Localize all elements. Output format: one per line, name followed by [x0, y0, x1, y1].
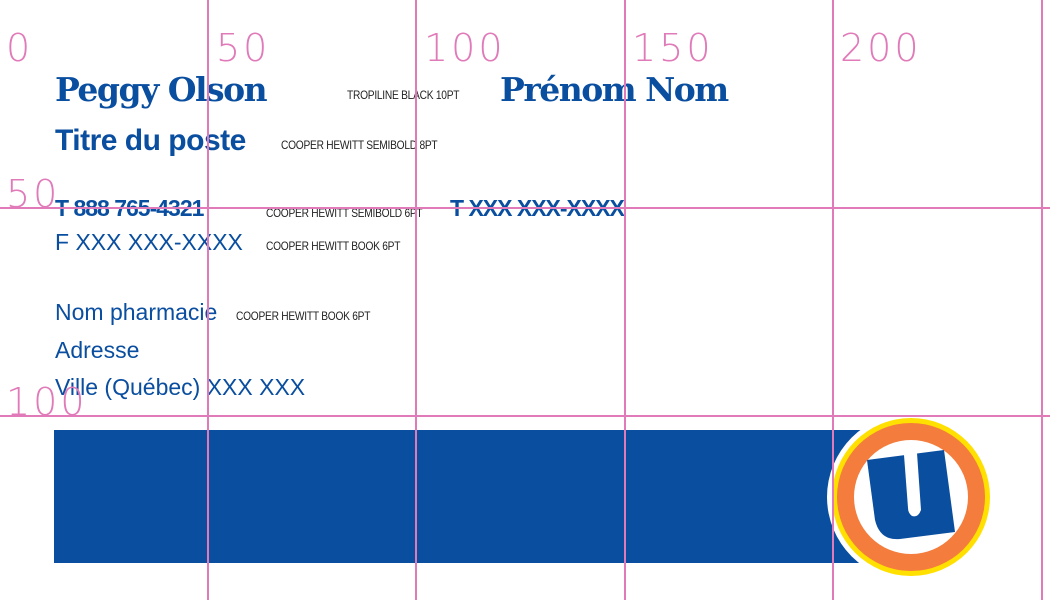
city-text: Ville (Québec) XXX XXX [55, 374, 306, 400]
fax-text: F XXX XXX-XXXX [55, 229, 243, 255]
grid-line-v [207, 0, 209, 600]
phone-font-note: COOPER HEWITT SEMIBOLD 6PT [266, 206, 423, 220]
grid-label: 50 [216, 26, 271, 70]
pharmacy-name: Nom pharmacie [55, 299, 218, 325]
grid-line-h [0, 207, 1050, 209]
grid-line-v [624, 0, 626, 600]
name-text-a: Peggy Olson [55, 70, 268, 109]
address-text: Adresse [55, 337, 140, 363]
name-text-b: Prénom Nom [500, 70, 729, 109]
grid-label: 200 [840, 26, 922, 70]
title-font-note: COOPER HEWITT SEMIBOLD 8PT [281, 138, 438, 152]
grid-label: 100 [6, 380, 88, 424]
grid-label: 0 [6, 26, 34, 70]
fax-font-note: COOPER HEWITT BOOK 6PT [266, 239, 401, 253]
grid-label: 150 [632, 26, 714, 70]
grid-line-v [415, 0, 417, 600]
grid-line-v [832, 0, 834, 600]
grid-line-v [1041, 0, 1043, 600]
grid-label: 50 [6, 172, 61, 216]
brand-bar [54, 430, 864, 563]
grid-label: 100 [424, 26, 506, 70]
job-title: Titre du poste [55, 124, 246, 157]
name-font-note: TROPILINE BLACK 10PT [347, 88, 460, 102]
uniprix-u-logo [827, 413, 995, 581]
pharmacy-font-note: COOPER HEWITT BOOK 6PT [236, 309, 371, 323]
grid-line-h [0, 415, 1050, 417]
